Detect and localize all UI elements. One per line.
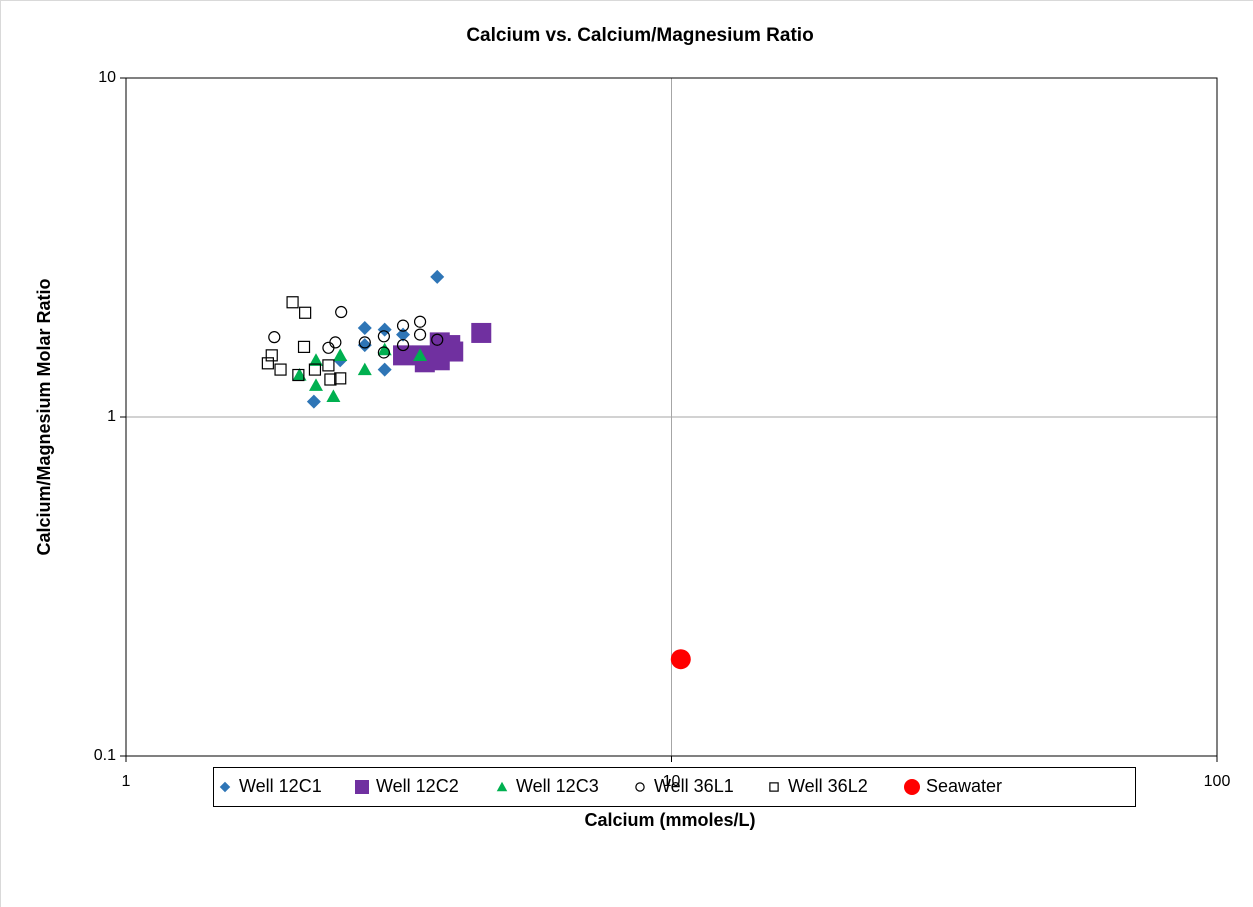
point [286, 296, 299, 309]
plot-area [125, 77, 1218, 757]
point [324, 373, 337, 386]
point [357, 362, 372, 376]
point [443, 341, 464, 362]
point [334, 372, 347, 385]
legend-label: Well 12C3 [516, 776, 599, 796]
legend-marker [219, 781, 231, 793]
legend-marker [496, 781, 508, 792]
point [396, 319, 410, 332]
point [396, 338, 410, 352]
point [322, 359, 335, 372]
x-tick-label: 1 [122, 773, 131, 790]
point [377, 342, 392, 356]
legend-label: Seawater [926, 776, 1002, 796]
point [377, 330, 390, 343]
point [670, 649, 691, 670]
point [306, 394, 321, 409]
point [333, 348, 348, 361]
point [393, 345, 414, 366]
x-tick-label: 10 [663, 773, 681, 790]
point [413, 315, 427, 328]
y-axis-title: Calcium/Magnesium Molar Ratio [34, 278, 54, 555]
point [329, 336, 342, 349]
y-tick-label: 1 [107, 408, 116, 425]
point [471, 322, 492, 343]
point [377, 362, 392, 377]
point [396, 327, 411, 342]
point [357, 338, 372, 353]
point [413, 328, 427, 341]
point [292, 368, 307, 381]
point [265, 349, 278, 362]
point [297, 340, 311, 353]
legend-label: Well 12C1 [239, 776, 322, 796]
point [308, 363, 322, 376]
legend-label: Well 12C2 [376, 776, 459, 796]
legend-marker [904, 779, 920, 795]
point [358, 336, 371, 349]
legend-marker [635, 782, 645, 792]
point [274, 363, 287, 376]
point [309, 353, 324, 366]
point [430, 269, 445, 284]
point [413, 348, 428, 361]
point [292, 368, 305, 382]
x-axis-title: Calcium (mmoles/L) [584, 810, 755, 830]
chart-title: Calcium vs. Calcium/Magnesium Ratio [466, 25, 813, 46]
legend-label: Well 36L2 [788, 776, 868, 796]
point [309, 378, 324, 391]
x-tick-label: 100 [1204, 773, 1231, 790]
point [326, 389, 341, 403]
legend-box [213, 767, 1136, 807]
point [299, 306, 312, 319]
point [335, 305, 348, 319]
y-tick-label: 10 [98, 69, 116, 86]
point [377, 346, 390, 359]
point [322, 341, 335, 354]
point [268, 331, 281, 344]
y-tick-label: 0.1 [94, 747, 116, 764]
legend-marker [769, 782, 779, 792]
legend-marker [355, 780, 369, 794]
legend-label: Well 36L1 [654, 776, 734, 796]
point [431, 333, 444, 346]
point [357, 321, 372, 336]
point [261, 357, 274, 370]
